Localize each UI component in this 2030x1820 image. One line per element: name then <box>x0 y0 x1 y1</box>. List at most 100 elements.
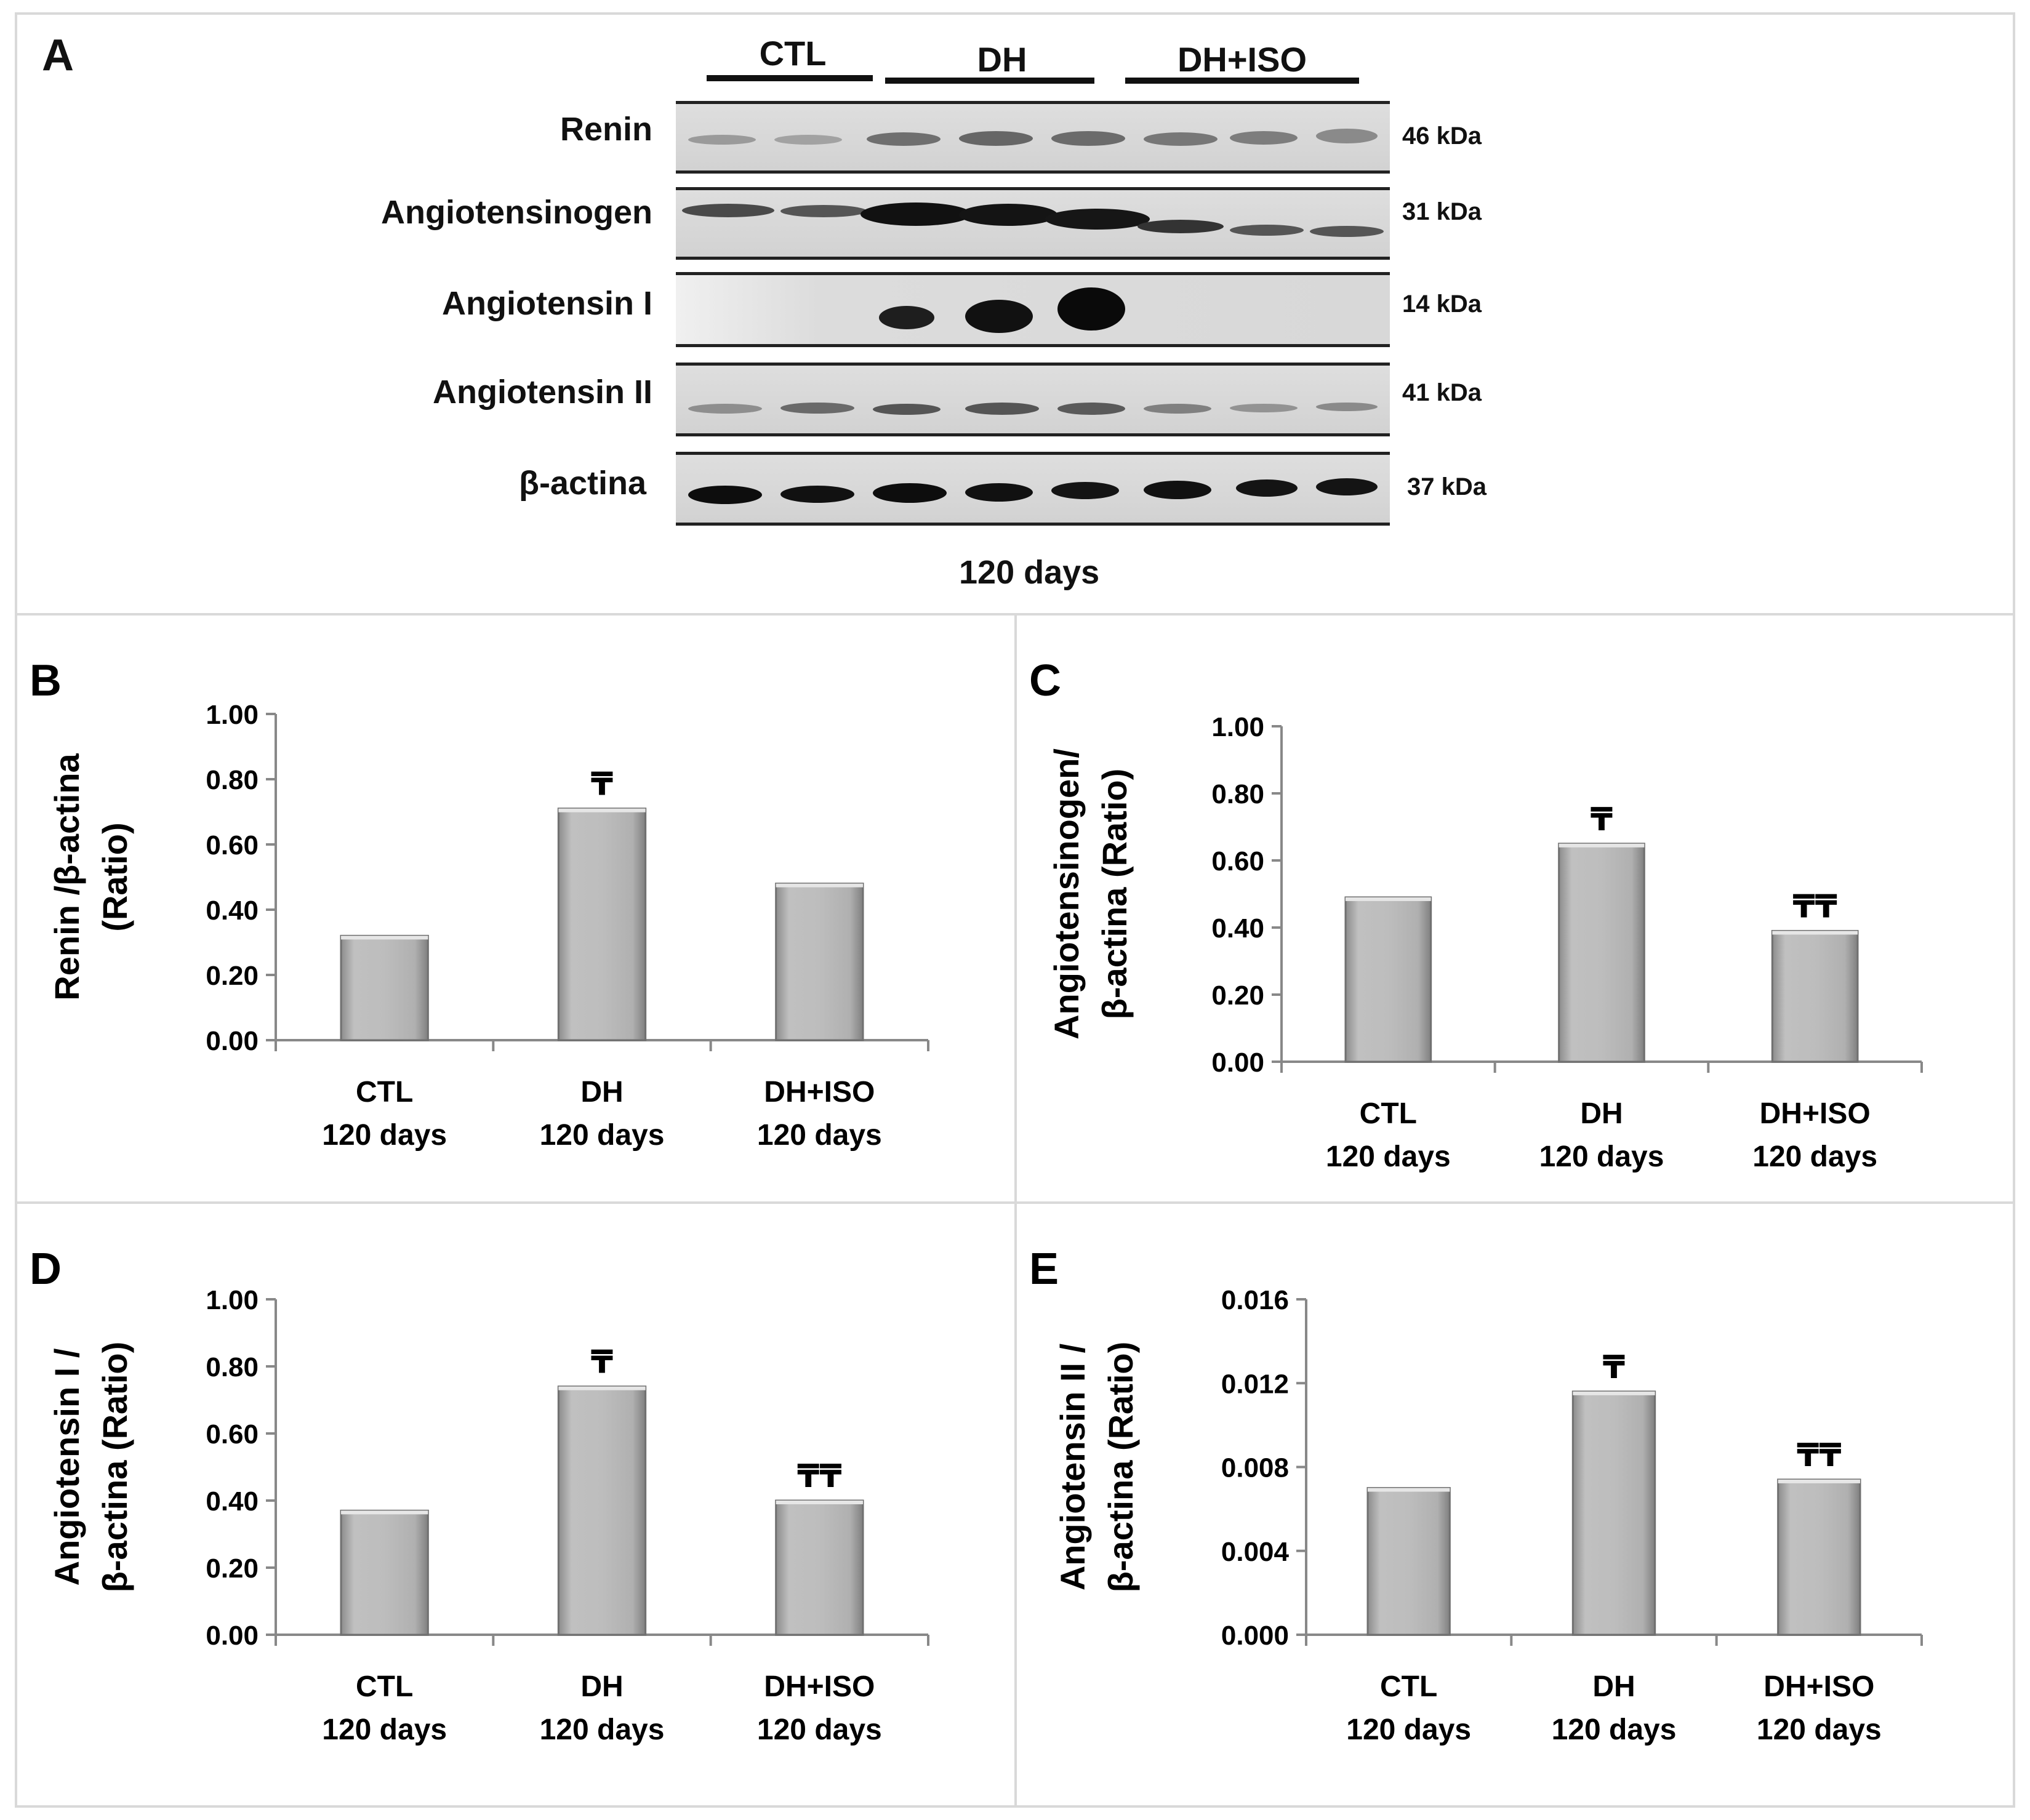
y-tick-label: 0.004 <box>1221 1537 1290 1567</box>
y-tick-label: 0.80 <box>206 1352 259 1382</box>
panel-label: C <box>1029 656 1061 705</box>
band <box>861 202 971 226</box>
band <box>1144 132 1218 146</box>
band <box>688 404 762 414</box>
kda-angiotensin-ii: 41 kDa <box>1402 379 1482 406</box>
x-category-label: DH <box>580 1670 623 1703</box>
y-axis-label: (Ratio) <box>95 822 134 931</box>
significance-marker: ₸₸ <box>797 1459 841 1494</box>
panel-b: B 0.00 0.20 0.40 0.60 0.80 1.00 CTL 120 days ₸ DH 1… <box>15 613 1017 1204</box>
panel-a: A CTL DH DH+ISO Renin 46 kDa Angiotensin… <box>15 12 2015 615</box>
y-axis-label: Renin /β-actina <box>47 753 86 1000</box>
blot-label-renin: Renin <box>560 111 652 148</box>
y-tick-label: 0.00 <box>206 1621 259 1651</box>
y-tick-label: 0.60 <box>206 1419 259 1449</box>
blot-angiotensinogen <box>676 187 1390 260</box>
significance-marker: ₸₸ <box>1792 889 1837 924</box>
x-category-sublabel: 120 days <box>757 1119 882 1152</box>
y-tick-label: 0.40 <box>206 896 259 926</box>
band <box>780 403 854 414</box>
kda-angiotensinogen: 31 kDa <box>1402 198 1482 225</box>
panel-label: B <box>30 656 62 705</box>
x-category-sublabel: 120 days <box>1539 1141 1664 1173</box>
y-tick-label: 0.00 <box>206 1026 259 1056</box>
significance-marker: ₸ <box>1591 802 1613 838</box>
bar-highlight <box>558 1386 646 1390</box>
band <box>965 483 1033 502</box>
blot-label-angiotensin-ii: Angiotensin II <box>433 374 652 411</box>
panel-label: D <box>30 1245 62 1294</box>
bar-dh-iso <box>1777 1478 1861 1636</box>
band <box>1051 131 1125 146</box>
band <box>873 404 941 415</box>
bar-dh <box>1571 1390 1656 1636</box>
y-axis-label: β-actina (Ratio) <box>1095 769 1134 1020</box>
y-tick-label: 1.00 <box>206 1285 259 1315</box>
band <box>1236 479 1298 497</box>
blot-label-beta-actin: β-actina <box>518 465 646 502</box>
x-category-sublabel: 120 days <box>1552 1714 1677 1746</box>
panel-a-label: A <box>42 31 74 80</box>
y-tick-label: 0.40 <box>1211 913 1264 944</box>
x-category-sublabel: 120 days <box>1752 1141 1877 1173</box>
group-line-dh <box>885 78 1094 84</box>
y-axis-label: Angiotensin I / <box>47 1348 86 1585</box>
band <box>780 486 854 503</box>
band <box>780 205 867 217</box>
group-line-dh-iso <box>1125 78 1359 84</box>
x-category-label: CTL <box>356 1670 413 1703</box>
y-tick-label: 0.000 <box>1221 1621 1289 1651</box>
bar-highlight <box>1772 931 1858 935</box>
y-tick-label: 0.20 <box>1211 980 1264 1011</box>
bar-highlight <box>776 883 863 888</box>
band <box>1137 220 1224 233</box>
chart-angiotensin-ii: E 0.000 0.004 0.008 0.012 0.016 CTL 120 days ₸ DH… <box>1029 1245 1923 1746</box>
band <box>959 204 1057 226</box>
band <box>682 204 774 217</box>
bar-dh <box>557 1385 647 1636</box>
bar-highlight <box>1559 843 1645 848</box>
bar-dh-iso <box>1771 929 1859 1063</box>
x-category-label: DH <box>1580 1097 1623 1130</box>
chart-angiotensin-i: D 0.00 0.20 0.40 0.60 0.80 1.00 CTL 120 days ₸ DH 1… <box>30 1245 929 1746</box>
x-category-sublabel: 120 days <box>757 1714 882 1746</box>
kda-beta-actin: 37 kDa <box>1407 473 1486 500</box>
band <box>688 486 762 504</box>
x-category-sublabel: 120 days <box>540 1714 665 1746</box>
chart-renin: B 0.00 0.20 0.40 0.60 0.80 1.00 CTL 120 days ₸ DH 1… <box>30 656 929 1152</box>
x-category-label: CTL <box>1380 1670 1437 1703</box>
band <box>1316 129 1378 143</box>
band <box>1316 478 1378 495</box>
bar-highlight <box>776 1501 863 1504</box>
bar-highlight <box>558 808 646 812</box>
band <box>879 306 934 329</box>
group-line-ctl <box>707 75 873 81</box>
bar-ctl <box>1366 1487 1451 1636</box>
y-tick-label: 0.40 <box>206 1486 259 1517</box>
kda-renin: 46 kDa <box>1402 122 1482 150</box>
bar-dh <box>1558 843 1645 1063</box>
blot-label-angiotensin-i: Angiotensin I <box>442 285 652 322</box>
band <box>959 131 1033 146</box>
band <box>1144 404 1211 414</box>
blot-angiotensin-i <box>676 272 1390 347</box>
panel-label: E <box>1029 1245 1059 1294</box>
bar-highlight <box>341 936 428 940</box>
x-category-label: DH <box>580 1076 623 1108</box>
band <box>1057 403 1125 415</box>
band <box>1051 482 1119 499</box>
panel-e: E 0.000 0.004 0.008 0.012 0.016 CTL 120 days ₸ DH… <box>1014 1201 2015 1808</box>
y-tick-label: 0.012 <box>1221 1369 1289 1399</box>
panel-a-footer: 120 days <box>959 554 1100 591</box>
band <box>1230 225 1304 236</box>
band <box>873 483 947 503</box>
bar-ctl <box>1344 896 1432 1063</box>
x-category-sublabel: 120 days <box>1326 1141 1451 1173</box>
x-category-label: DH+ISO <box>764 1076 875 1108</box>
y-tick-label: 0.008 <box>1221 1453 1289 1483</box>
bar-dh-iso <box>775 883 864 1041</box>
y-tick-label: 0.60 <box>1211 846 1264 876</box>
band <box>867 132 941 146</box>
y-tick-label: 1.00 <box>1211 712 1264 742</box>
band <box>1230 404 1298 412</box>
